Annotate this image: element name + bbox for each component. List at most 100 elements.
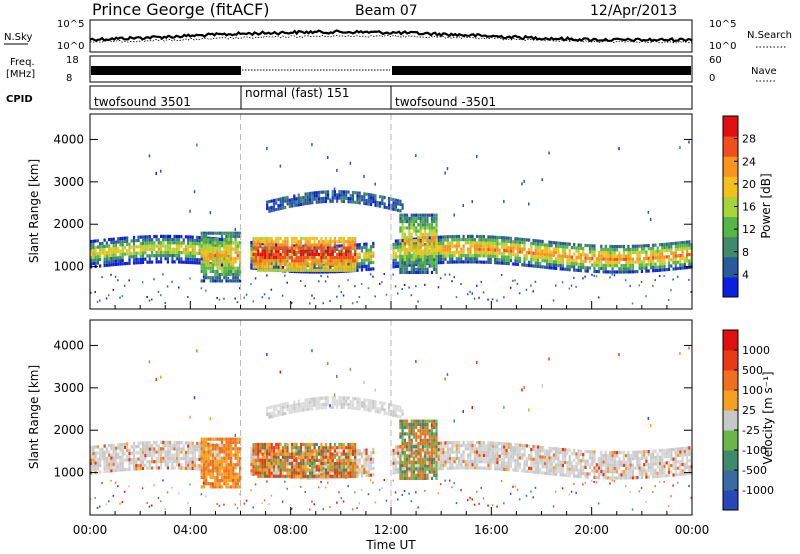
power-cell: [426, 255, 429, 259]
velocity-cell: [189, 415, 191, 419]
power-cell: [500, 274, 503, 276]
power-cell: [184, 244, 187, 248]
power-cell: [611, 264, 614, 268]
power-cell: [435, 239, 438, 243]
power-cell: [286, 202, 289, 206]
power-cell: [223, 266, 226, 270]
power-cell: [119, 243, 122, 247]
power-cell: [415, 239, 418, 243]
velocity-cell: [254, 462, 257, 466]
power-cell: [363, 245, 366, 250]
velocity-cell: [299, 446, 303, 450]
velocity-cell: [216, 482, 219, 486]
power-cell: [99, 299, 101, 302]
power-cell: [491, 238, 494, 242]
power-cell: [336, 265, 339, 269]
velocity-cell: [333, 455, 336, 459]
power-cell: [688, 240, 691, 244]
power-cell: [171, 257, 174, 261]
velocity-cell: [108, 444, 111, 448]
velocity-cell: [205, 466, 208, 470]
power-cell: [211, 263, 215, 267]
power-cell: [236, 269, 239, 273]
velocity-cell: [182, 466, 185, 470]
power-cell: [613, 251, 616, 255]
power-cell: [223, 273, 226, 277]
power-cell: [417, 223, 420, 227]
velocity-cell: [220, 437, 224, 441]
velocity-cell: [288, 471, 291, 475]
velocity-cell: [200, 464, 203, 468]
power-cell: [324, 280, 327, 283]
power-cell: [435, 251, 438, 255]
velocity-cell: [275, 446, 278, 450]
velocity-cell: [153, 447, 156, 451]
power-cell: [284, 256, 287, 260]
velocity-cell: [313, 462, 316, 466]
power-cell: [394, 242, 397, 246]
velocity-cell: [309, 462, 312, 466]
velocity-cell: [211, 444, 215, 448]
power-cell: [369, 248, 373, 252]
power-cell: [467, 238, 470, 242]
power-cell: [453, 260, 456, 264]
velocity-cell: [351, 459, 355, 463]
power-cell: [178, 244, 181, 248]
velocity-cell: [218, 479, 221, 483]
power-cell: [363, 261, 366, 265]
velocity-cell: [173, 453, 176, 457]
power-cell: [239, 287, 241, 290]
power-cell: [153, 254, 156, 258]
power-cell: [322, 196, 325, 200]
velocity-cell: [223, 475, 226, 479]
velocity-cell: [354, 462, 357, 466]
velocity-cell: [250, 453, 253, 457]
velocity-cell: [297, 455, 300, 459]
power-cell: [494, 248, 497, 252]
power-cell: [200, 260, 203, 264]
power-cell: [309, 256, 312, 260]
power-cell: [627, 267, 630, 271]
power-cell: [586, 256, 589, 260]
power-cell: [489, 248, 492, 252]
velocity-cell: [205, 456, 208, 460]
power-cell: [496, 242, 499, 246]
power-cell: [588, 244, 592, 248]
power-cell: [137, 257, 140, 262]
power-cell: [568, 261, 571, 265]
power-cell: [482, 238, 485, 242]
velocity-cell: [315, 476, 318, 480]
power-cell: [198, 236, 201, 240]
velocity-cell: [360, 474, 364, 478]
power-mode-boundaries: [240, 114, 392, 309]
velocity-cell: [173, 444, 176, 448]
power-cell: [187, 235, 190, 239]
power-cell: [169, 244, 172, 248]
power-cell: [570, 255, 573, 259]
velocity-cell: [329, 404, 331, 408]
power-cell: [351, 259, 355, 263]
velocity-cell: [356, 462, 359, 466]
power-cell: [394, 255, 397, 259]
power-cell: [421, 220, 425, 224]
velocity-cell: [236, 479, 239, 483]
power-cell: [442, 238, 445, 242]
velocity-cell: [333, 462, 336, 466]
power-cell: [487, 254, 490, 258]
power-cell: [444, 235, 447, 239]
power-cell: [489, 254, 492, 258]
power-cell: [200, 241, 203, 245]
velocity-cell: [232, 447, 235, 451]
power-cell: [153, 247, 156, 251]
velocity-cell: [338, 455, 341, 459]
power-cell: [331, 249, 334, 253]
power-cell: [345, 268, 348, 272]
power-cell: [372, 196, 375, 201]
power-cell: [225, 241, 228, 245]
power-cell: [622, 264, 625, 268]
velocity-cell: [261, 502, 264, 505]
power-cell: [656, 259, 659, 263]
velocity-cell: [236, 456, 239, 460]
power-cell: [135, 239, 138, 243]
